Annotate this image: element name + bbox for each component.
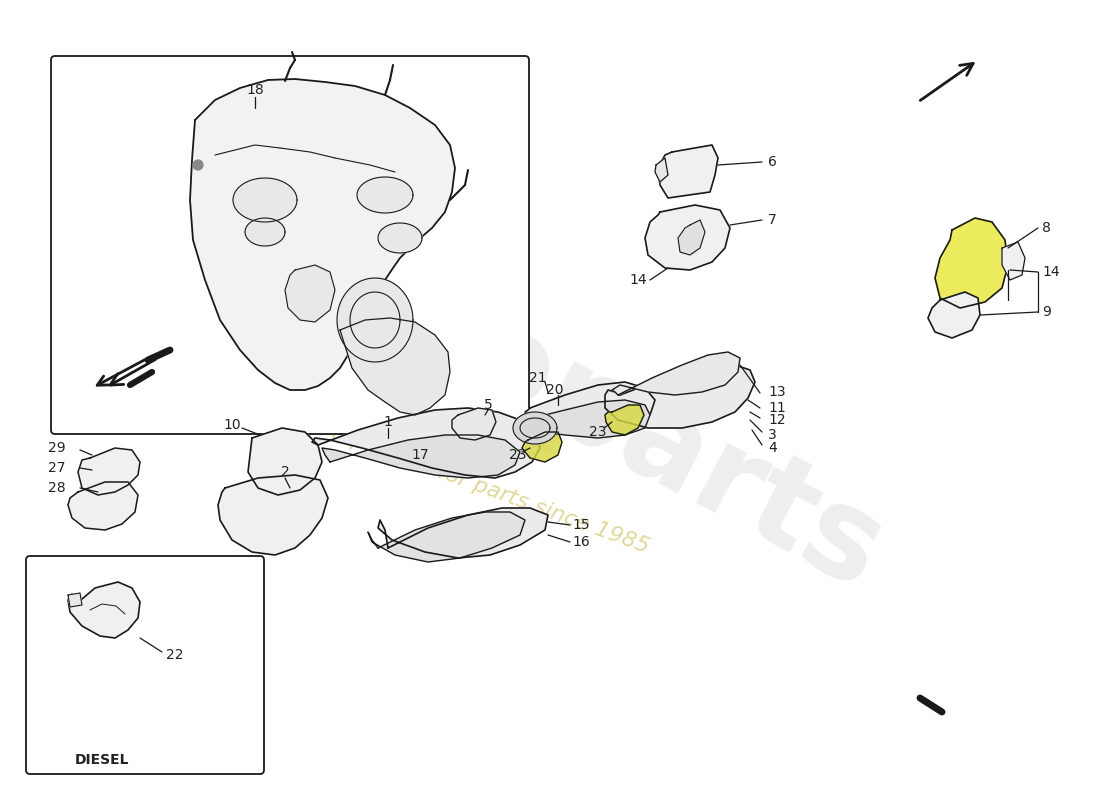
Text: 27: 27 [48,461,66,475]
Polygon shape [525,382,654,432]
Polygon shape [350,292,400,348]
Polygon shape [520,400,650,438]
Polygon shape [68,482,138,530]
Text: a passion for parts since 1985: a passion for parts since 1985 [329,423,651,557]
Text: 12: 12 [768,413,785,427]
Polygon shape [520,418,550,438]
Polygon shape [78,448,140,495]
Text: 6: 6 [768,155,777,169]
Text: 15: 15 [572,518,590,532]
Polygon shape [218,475,328,555]
Polygon shape [378,223,422,253]
Text: europarts: europarts [236,185,903,615]
Text: 8: 8 [1042,221,1050,235]
Text: 10: 10 [223,418,241,432]
Polygon shape [190,79,455,390]
Polygon shape [68,593,82,607]
Text: 2: 2 [280,465,289,479]
Polygon shape [678,220,705,255]
Polygon shape [322,435,520,478]
Polygon shape [340,318,450,415]
Polygon shape [658,145,718,198]
Text: 14: 14 [629,273,647,287]
Polygon shape [654,158,668,182]
Polygon shape [605,405,643,435]
Polygon shape [1002,242,1025,280]
Polygon shape [68,582,140,638]
Text: 1: 1 [384,415,393,429]
Polygon shape [358,177,412,213]
Text: 21: 21 [529,371,547,385]
Polygon shape [645,205,730,270]
Polygon shape [513,412,557,444]
Text: 4: 4 [768,441,777,455]
Text: 11: 11 [768,401,785,415]
Polygon shape [522,432,562,462]
Polygon shape [452,408,496,440]
Polygon shape [312,408,540,478]
Text: 23: 23 [509,448,527,462]
Text: 7: 7 [768,213,777,227]
Polygon shape [935,218,1008,308]
FancyBboxPatch shape [51,56,529,434]
Polygon shape [605,365,755,428]
Text: 9: 9 [1042,305,1050,319]
Text: 23: 23 [590,425,607,439]
Polygon shape [337,278,412,362]
Text: 16: 16 [572,535,590,549]
Circle shape [192,160,204,170]
Text: 14: 14 [1042,265,1059,279]
Text: DIESEL: DIESEL [75,753,130,767]
Polygon shape [233,178,297,222]
Polygon shape [928,292,980,338]
Text: 28: 28 [48,481,66,495]
Polygon shape [245,218,285,246]
Text: 29: 29 [48,441,66,455]
Text: 18: 18 [246,83,264,97]
Polygon shape [285,265,336,322]
Text: 5: 5 [484,398,493,412]
Polygon shape [612,352,740,395]
Text: 20: 20 [547,383,563,397]
Text: 13: 13 [768,385,785,399]
Text: 17: 17 [411,448,429,462]
Polygon shape [378,508,548,558]
Polygon shape [368,512,525,562]
Text: 3: 3 [768,428,777,442]
FancyBboxPatch shape [26,556,264,774]
Text: 22: 22 [166,648,184,662]
Polygon shape [248,428,322,495]
